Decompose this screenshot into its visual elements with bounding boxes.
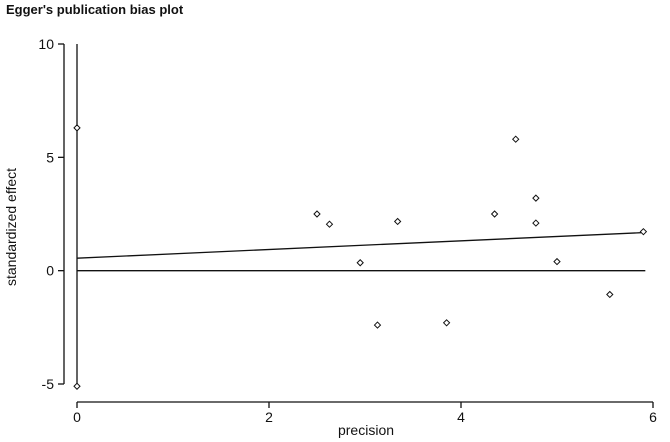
- plot-lines: [76, 44, 646, 384]
- x-tick-label: 6: [649, 409, 657, 425]
- data-point: [490, 210, 499, 218]
- data-point: [373, 321, 382, 329]
- y-tick-label: -5: [42, 376, 55, 392]
- data-point: [553, 257, 561, 266]
- chart-title: Egger's publication bias plot: [6, 2, 184, 17]
- data-point: [313, 210, 321, 218]
- data-point: [639, 227, 648, 236]
- data-point: [325, 220, 334, 228]
- data-point: [356, 259, 364, 267]
- x-tick-label: 4: [457, 409, 465, 425]
- data-point: [393, 217, 402, 226]
- data-point: [73, 382, 81, 390]
- y-axis-title: standardized effect: [3, 168, 19, 286]
- data-points: [73, 124, 648, 390]
- data-point: [606, 290, 614, 299]
- axes: -5 0 5 10 0 2 4 6: [38, 36, 657, 425]
- data-point: [73, 124, 81, 132]
- data-point: [442, 319, 451, 327]
- x-tick-label: 2: [265, 409, 273, 425]
- regression-line: [76, 231, 644, 259]
- data-point: [532, 194, 540, 202]
- y-tick-label: 10: [38, 36, 54, 52]
- data-point: [512, 135, 520, 143]
- data-point: [532, 219, 540, 227]
- x-axis-title: precision: [338, 422, 394, 438]
- x-tick-label: 0: [73, 409, 81, 425]
- y-tick-label: 0: [46, 263, 54, 279]
- y-tick-label: 5: [46, 149, 54, 165]
